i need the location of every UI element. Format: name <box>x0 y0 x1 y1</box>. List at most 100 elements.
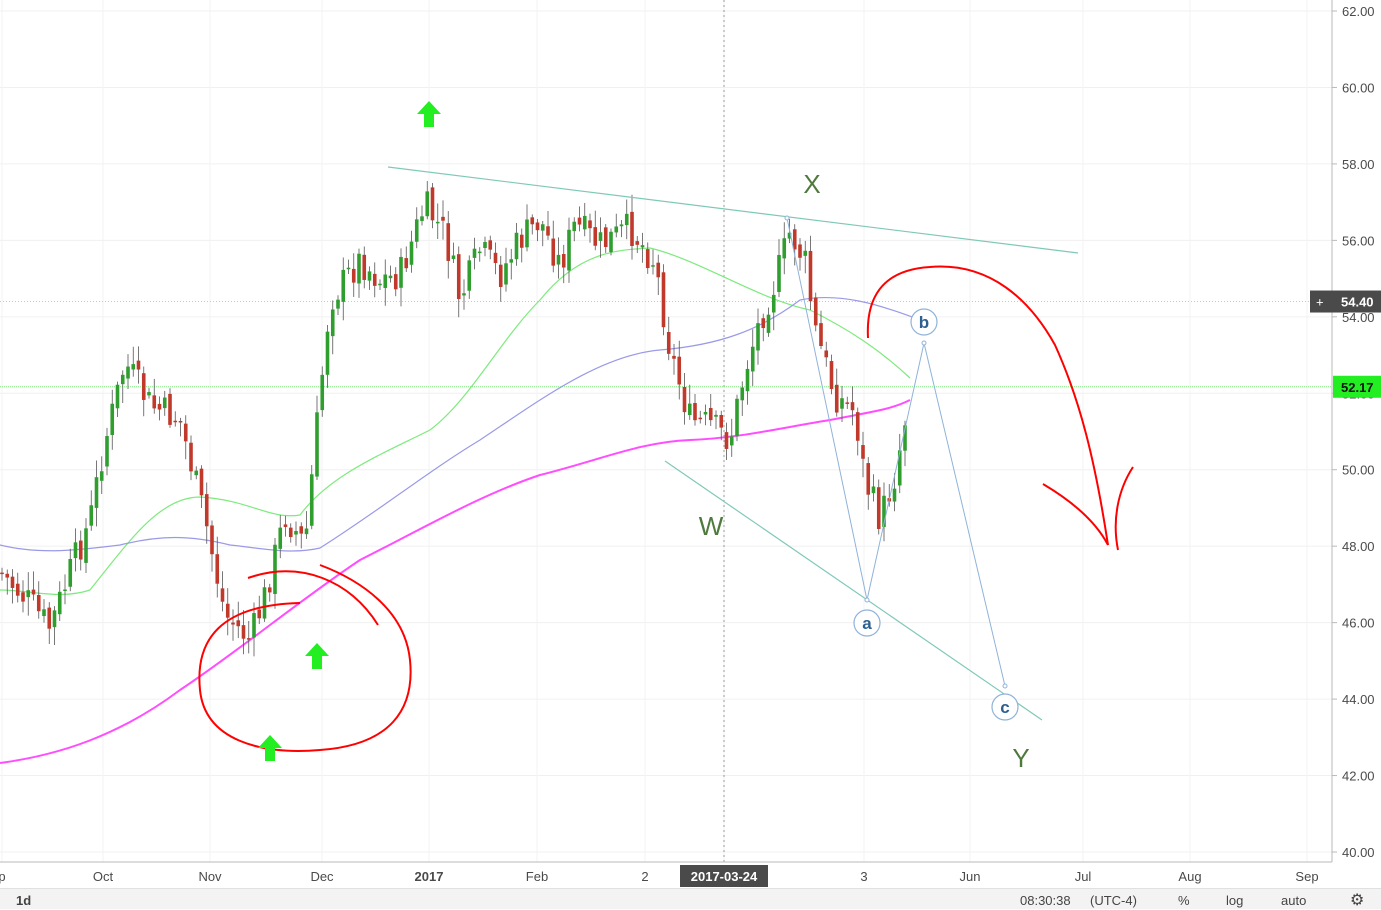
moving-average-line <box>0 399 911 764</box>
log-toggle[interactable]: log <box>1226 893 1244 908</box>
candle-body <box>745 368 750 392</box>
candle-body <box>756 323 760 351</box>
wave-pivot <box>921 340 927 346</box>
candle-body <box>892 488 897 502</box>
candle-body <box>682 386 687 413</box>
candle-body <box>808 250 813 302</box>
price-label-green <box>1333 375 1381 398</box>
candle-body <box>467 260 472 291</box>
candle-body <box>472 248 477 258</box>
price-label-text: 52.17 <box>1341 380 1374 395</box>
candle-body <box>362 254 367 280</box>
candle-body <box>404 258 409 269</box>
x-axis[interactable]: p Oct Nov Dec 2017 Feb 2 2017-03-24 3 Jun Jul Aug Se… <box>0 861 1332 887</box>
candle-body <box>509 259 514 263</box>
x-tick-label: Aug <box>1178 869 1201 884</box>
candle-body <box>304 528 309 535</box>
candle-body <box>792 229 797 250</box>
candle-body <box>582 215 587 230</box>
candle-body <box>241 625 246 639</box>
candle-body <box>273 544 277 594</box>
annotation-arrowhead-left <box>1042 483 1109 546</box>
candle-body <box>819 323 823 347</box>
x-tick-label: Nov <box>198 869 222 884</box>
candle-body <box>136 360 141 370</box>
candle-body <box>593 227 598 246</box>
y-tick-label: 46.00 <box>1342 616 1375 631</box>
interval-button[interactable]: 1d <box>16 893 32 908</box>
gear-icon[interactable]: ⚙ <box>1350 892 1365 909</box>
candle-body <box>199 468 204 496</box>
candle-body <box>551 238 556 266</box>
price-chart[interactable]: X W Y a b c 62.00 60.00 58.00 56.00 54.00 52.… <box>0 0 1381 888</box>
candle-body <box>278 527 283 549</box>
y-axis[interactable]: 62.0060.0058.0056.0054.0052.0050.0048.00… <box>1331 0 1375 862</box>
subwave-b-circle <box>910 308 938 336</box>
candle-body <box>441 216 445 221</box>
candle-body <box>483 242 487 249</box>
candle-body <box>645 249 650 269</box>
candle-body <box>635 241 640 245</box>
percent-toggle[interactable]: % <box>1178 893 1190 908</box>
candle-body <box>519 234 524 248</box>
moving-average-line <box>0 296 916 552</box>
red-annotations <box>198 265 1134 752</box>
candle-body <box>36 594 41 612</box>
wave-label-x: X <box>803 169 820 199</box>
candle-body <box>661 272 666 328</box>
up-arrow-icon <box>305 643 329 669</box>
candle-body <box>173 420 178 423</box>
candle-body <box>824 350 829 358</box>
candle-body <box>68 558 73 587</box>
candle-body <box>855 412 860 441</box>
candle-body <box>546 226 550 236</box>
candle-body <box>719 415 724 428</box>
wave-pivot <box>1002 683 1008 689</box>
y-tick-label: 48.00 <box>1342 539 1375 554</box>
candle-body <box>21 592 25 602</box>
candle-body <box>414 219 419 242</box>
candle-body <box>488 240 493 250</box>
candle-body <box>120 374 125 385</box>
candle-body <box>57 591 62 615</box>
timezone[interactable]: (UTC-4) <box>1090 893 1137 908</box>
annotation-arc <box>866 265 1109 546</box>
moving-average-line <box>0 247 911 596</box>
candle-body <box>687 403 692 416</box>
candle-body <box>651 265 655 267</box>
y-tick-label: 50.00 <box>1342 463 1375 478</box>
candle-body <box>341 269 346 302</box>
price-label-prefix: + <box>1316 295 1324 310</box>
candle-body <box>42 609 46 617</box>
candle-body <box>73 542 78 559</box>
candle-body <box>614 226 619 233</box>
candle-body <box>813 297 818 326</box>
candle-body <box>367 271 372 281</box>
bottom-toolbar: 1d 08:30:38 (UTC-4) % log auto ⚙ <box>0 888 1381 909</box>
candle-body <box>231 622 235 625</box>
x-tick-label: 2017 <box>415 869 444 884</box>
candle-body <box>252 613 256 638</box>
candle-body <box>267 587 272 593</box>
candle-body <box>89 505 94 526</box>
candle-body <box>194 470 199 476</box>
up-arrow-icon <box>417 101 441 127</box>
candle-body <box>493 252 498 263</box>
candle-body <box>561 254 566 268</box>
candle-body <box>10 576 15 588</box>
up-arrow-icon <box>258 735 282 761</box>
y-tick-label: 62.00 <box>1342 4 1375 19</box>
price-label-text: 54.40 <box>1341 295 1374 310</box>
candle-body <box>5 573 10 578</box>
candle-body <box>420 216 424 221</box>
candle-body <box>246 638 251 640</box>
candle-body <box>729 436 734 446</box>
candle-body <box>782 238 787 259</box>
candle-body <box>750 346 755 372</box>
candle-body <box>666 332 671 354</box>
candle-body <box>703 411 708 415</box>
auto-toggle[interactable]: auto <box>1281 893 1307 908</box>
lower-trendline <box>664 460 1043 721</box>
candle-body <box>52 610 57 628</box>
candle-body <box>372 273 377 286</box>
